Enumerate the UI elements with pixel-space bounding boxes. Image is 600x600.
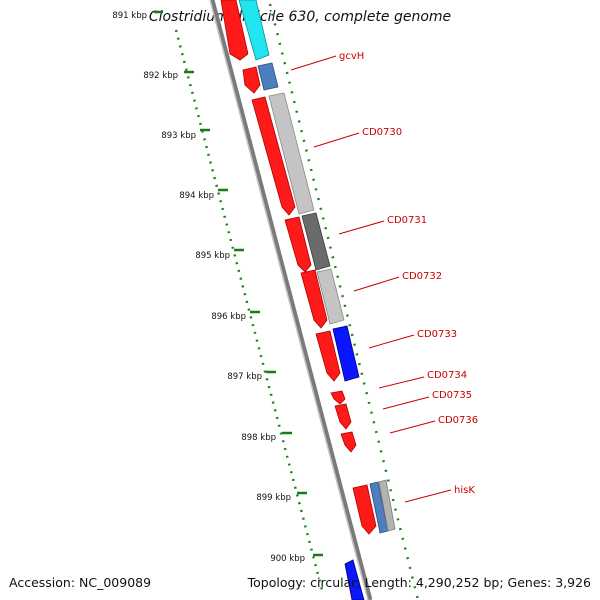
leader-line bbox=[290, 55, 337, 71]
gene-labels: gcvH CD0730 CD0731 CD0732 CD0733 CD0734 … bbox=[339, 51, 478, 496]
leader-line bbox=[404, 489, 452, 503]
kbp-label: 898 kbp bbox=[241, 433, 276, 443]
kbp-label: 895 kbp bbox=[195, 251, 230, 261]
reverse-genes bbox=[238, 0, 396, 600]
leader-line bbox=[338, 220, 385, 235]
gene-arrow-red bbox=[300, 269, 328, 329]
outer-dotted-line bbox=[268, 3, 420, 600]
gene-label: CD0736 bbox=[438, 415, 478, 426]
kbp-label: 891 kbp bbox=[112, 11, 147, 21]
gene-label: CD0731 bbox=[387, 215, 427, 226]
gene-block-blue bbox=[344, 559, 365, 600]
kbp-label: 893 kbp bbox=[161, 131, 196, 141]
leader-line bbox=[389, 420, 436, 434]
gene-block-cyan bbox=[238, 0, 270, 61]
leader-line bbox=[382, 396, 430, 410]
kbp-ticks bbox=[154, 10, 323, 557]
kbp-label: 894 kbp bbox=[179, 191, 214, 201]
gene-label: CD0734 bbox=[427, 370, 467, 381]
gene-label: CD0733 bbox=[417, 329, 457, 340]
gene-arrow-red bbox=[251, 96, 296, 216]
gene-block-lightgray bbox=[316, 268, 345, 325]
gene-label: CD0732 bbox=[402, 271, 442, 282]
gene-label: hisK bbox=[454, 485, 475, 496]
gene-block-blue bbox=[332, 325, 360, 382]
kbp-label: 892 kbp bbox=[143, 71, 178, 81]
gene-arrow-red bbox=[340, 431, 357, 453]
leader-line bbox=[313, 132, 360, 148]
gene-block-steelblue bbox=[257, 62, 279, 91]
leader-line bbox=[378, 376, 425, 389]
label-leaders bbox=[290, 55, 452, 503]
kbp-labels: 891 kbp 892 kbp 893 kbp 894 kbp 895 kbp … bbox=[112, 11, 305, 564]
gene-arrow-red bbox=[284, 216, 312, 273]
leader-line bbox=[353, 276, 400, 292]
gene-arrow-red bbox=[315, 330, 341, 382]
kbp-label: 900 kbp bbox=[270, 554, 305, 564]
scale-dotted-line bbox=[174, 29, 324, 591]
genome-backbone-highlight bbox=[209, 0, 369, 600]
kbp-label: 897 kbp bbox=[227, 372, 262, 382]
kbp-label: 899 kbp bbox=[256, 493, 291, 503]
gene-label: CD0730 bbox=[362, 127, 402, 138]
gene-arrow-red bbox=[220, 0, 249, 61]
gene-arrow-red bbox=[334, 403, 352, 430]
gene-label: CD0735 bbox=[432, 390, 472, 401]
accession-text: Accession: NC_009089 bbox=[9, 575, 152, 590]
leader-line bbox=[368, 334, 415, 349]
genome-summary-text: Topology: circular; Length: 4,290,252 bp… bbox=[247, 575, 591, 590]
genome-backbone bbox=[209, 0, 373, 600]
gene-block-lightgray bbox=[268, 92, 315, 215]
gene-arrow-red bbox=[242, 66, 261, 94]
gene-arrow-red bbox=[352, 484, 377, 535]
gene-block-darkgray bbox=[301, 212, 331, 271]
gene-block-lightgray bbox=[378, 479, 396, 532]
kbp-label: 896 kbp bbox=[211, 312, 246, 322]
forward-genes bbox=[220, 0, 377, 535]
gene-arrow-red bbox=[330, 390, 346, 405]
gene-label: gcvH bbox=[339, 51, 364, 62]
